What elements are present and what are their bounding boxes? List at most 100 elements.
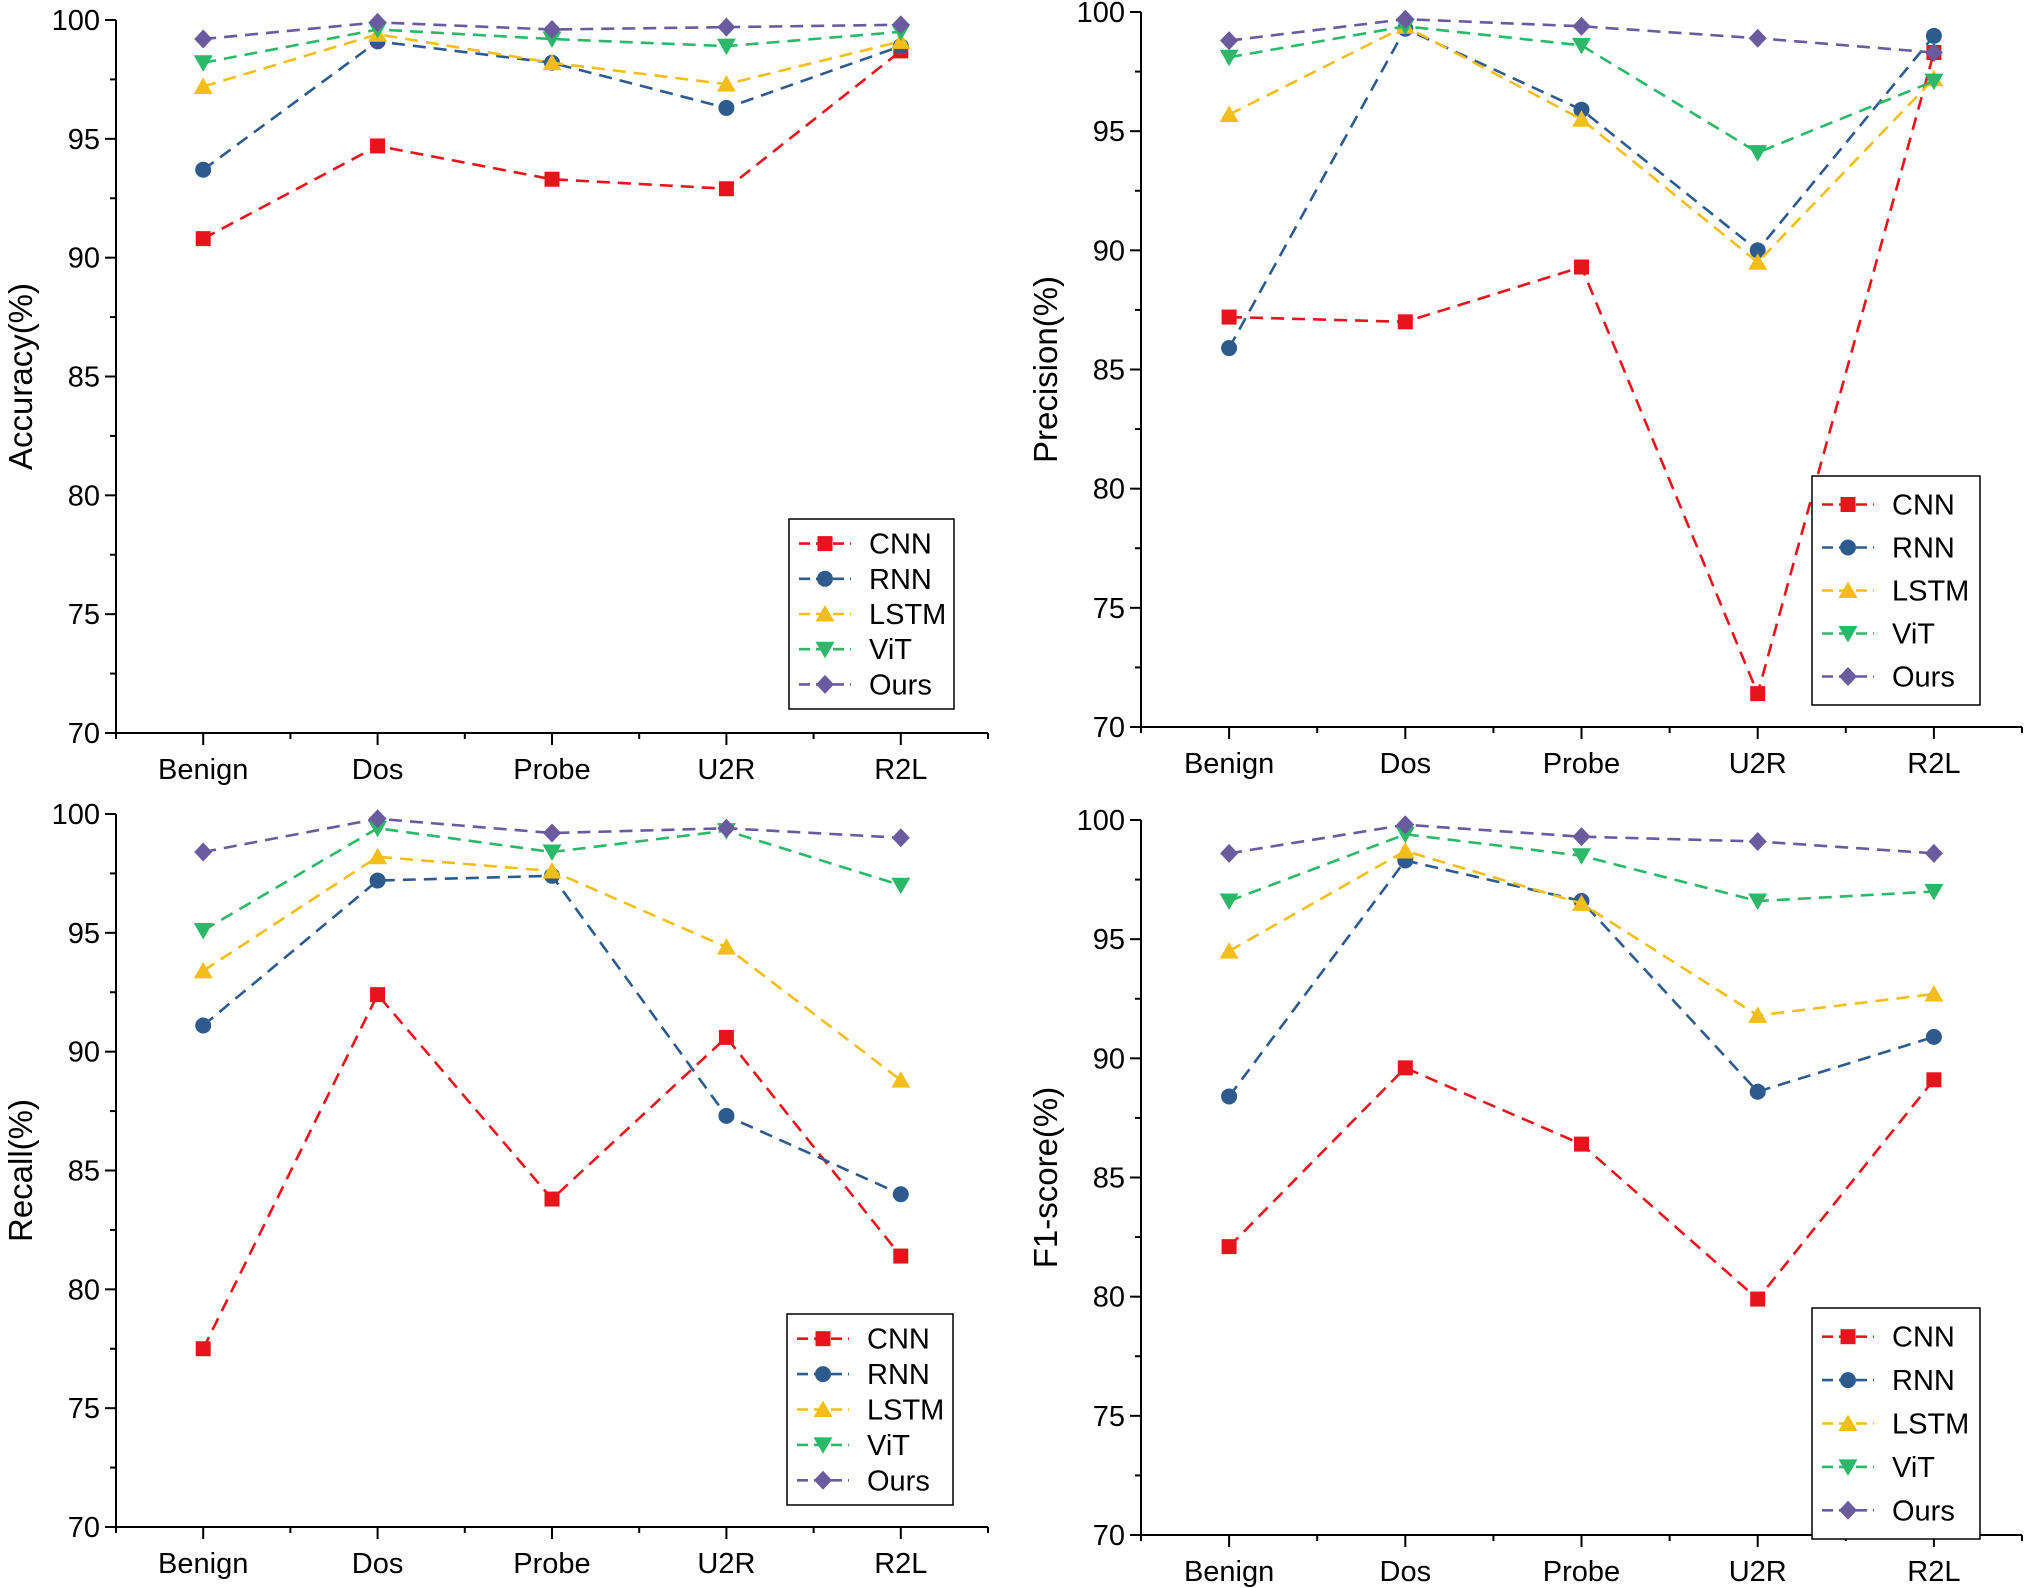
vit-data-point — [1219, 49, 1239, 67]
legend-label: CNN — [1892, 490, 1955, 522]
legend-marker — [1838, 626, 1858, 643]
legend-marker — [1839, 1500, 1857, 1520]
cnn-data-point — [718, 181, 734, 197]
series-line — [1228, 823, 1934, 855]
legend-marker — [815, 1331, 831, 1347]
vit-data-point — [891, 877, 911, 895]
vit-data-point — [1572, 848, 1591, 865]
series-ours — [1220, 815, 1943, 863]
cnn-data-point — [718, 1029, 734, 1045]
y-tick-label: 85 — [68, 1156, 100, 1188]
series-cnn — [1221, 45, 1942, 702]
lstm-data-point — [542, 53, 562, 71]
legend-label: CNN — [1892, 1322, 1955, 1354]
x-tick-label: R2L — [874, 754, 927, 786]
ours-data-point — [1924, 43, 1943, 63]
series-vit — [1219, 18, 1944, 162]
legend-label: LSTM — [1892, 1409, 1969, 1441]
series-lstm — [1219, 17, 1944, 270]
ours-data-point — [1396, 9, 1415, 29]
y-tick-label: 90 — [1093, 1043, 1125, 1075]
lstm-data-point — [716, 938, 736, 955]
y-axis-title: F1-score(%) — [1027, 1087, 1064, 1269]
cnn-data-point — [1221, 1239, 1237, 1255]
y-tick-label: 70 — [68, 1512, 100, 1544]
x-tick-label: Benign — [1184, 748, 1274, 780]
cnn-data-point — [1221, 309, 1237, 325]
ours-data-point — [194, 842, 213, 862]
vit-data-point — [1748, 893, 1768, 911]
x-tick-label: Benign — [1184, 1556, 1274, 1588]
legend-marker — [815, 1366, 831, 1383]
x-tick-label: U2R — [697, 1548, 755, 1580]
series-line — [202, 49, 902, 240]
lstm-data-point — [542, 862, 562, 879]
ours-data-point — [368, 12, 387, 32]
x-tick-label: Probe — [1543, 1556, 1620, 1588]
x-tick-label: Dos — [352, 754, 404, 786]
ours-data-point — [1220, 31, 1239, 51]
x-tick-label: Probe — [1543, 748, 1620, 780]
x-tick-label: R2L — [1907, 748, 1960, 780]
y-tick-label: 95 — [68, 918, 100, 950]
cnn-data-point — [195, 231, 211, 247]
rnn-data-point — [892, 1186, 909, 1203]
y-tick-label: 90 — [1093, 235, 1125, 267]
rnn-data-point — [1749, 1083, 1766, 1100]
ours-data-point — [717, 17, 736, 37]
lstm-data-point — [1572, 110, 1591, 127]
lstm-data-point — [1395, 841, 1415, 859]
rnn-data-point — [1925, 1028, 1942, 1045]
legend-label: LSTM — [867, 1395, 944, 1427]
y-tick-label: 80 — [1093, 1282, 1125, 1314]
cnn-data-point — [1750, 1291, 1766, 1307]
rnn-data-point — [195, 1017, 212, 1034]
x-tick-label: Dos — [1380, 748, 1432, 780]
y-tick-label: 100 — [52, 799, 100, 831]
legend-label: Ours — [1892, 662, 1955, 694]
y-tick-label: 85 — [1093, 1163, 1125, 1195]
series-ours — [194, 809, 910, 862]
vit-data-point — [193, 922, 213, 940]
legend-marker — [1840, 497, 1856, 512]
legend-marker — [813, 1437, 833, 1454]
series-line — [202, 855, 902, 1082]
series-line — [1228, 849, 1935, 1017]
vit-data-point — [1219, 893, 1239, 911]
legend-label: CNN — [869, 529, 932, 561]
vit-data-point — [1748, 145, 1768, 162]
rnn-data-point — [1749, 242, 1766, 259]
cnn-data-point — [893, 1248, 909, 1264]
legend-marker — [813, 1400, 833, 1417]
lstm-data-point — [1748, 1006, 1768, 1023]
series-vit — [1219, 826, 1944, 911]
series-rnn — [1221, 852, 1942, 1105]
chart-panel-3: 70 75 80 85 90 95 100 Benign Dos Probe U2R R2L Recal… — [2, 799, 989, 1580]
x-tick-label: Benign — [158, 1548, 248, 1580]
series-rnn — [195, 867, 909, 1203]
vit-data-point — [542, 31, 562, 49]
y-axis-title: Precision(%) — [1027, 276, 1064, 463]
lstm-data-point — [1572, 894, 1591, 911]
ours-data-point — [717, 818, 736, 838]
cnn-data-point — [1397, 1060, 1413, 1076]
rnn-data-point — [1221, 1088, 1238, 1105]
legend-label: RNN — [867, 1359, 930, 1391]
y-tick-label: 95 — [1093, 924, 1125, 956]
legend-label: ViT — [867, 1430, 910, 1462]
ours-data-point — [1748, 28, 1767, 48]
lstm-data-point — [368, 847, 388, 865]
series-line — [1228, 17, 1935, 54]
y-tick-label: 80 — [68, 1274, 100, 1306]
legend-marker — [1840, 1329, 1856, 1345]
cnn-data-point — [544, 1191, 560, 1207]
y-tick-label: 70 — [1093, 712, 1125, 744]
y-tick-label: 100 — [1077, 805, 1125, 837]
y-axis-title: Accuracy(%) — [2, 283, 39, 470]
legend-marker — [1839, 667, 1857, 686]
cnn-data-point — [544, 171, 560, 187]
y-tick-label: 95 — [68, 124, 100, 156]
legend-label: RNN — [869, 564, 932, 596]
